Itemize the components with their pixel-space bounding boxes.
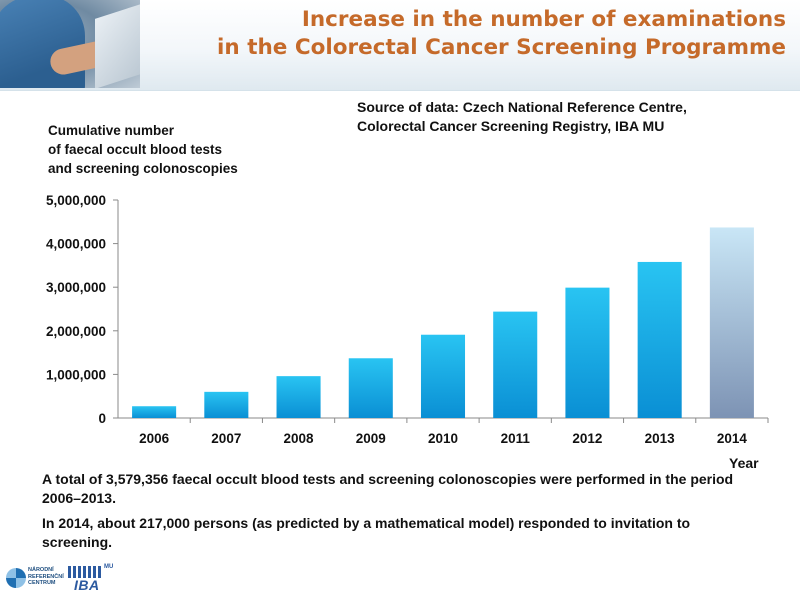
iba-mu-text: MU: [104, 564, 114, 570]
y-tick-label: 4,000,000: [46, 237, 106, 252]
bar: [420, 334, 466, 418]
data-source: Source of data: Czech National Reference…: [357, 98, 687, 136]
laptop-shape: [95, 1, 140, 88]
y-axis-label-line3: and screening colonoscopies: [48, 161, 238, 176]
note-total: A total of 3,579,356 faecal occult blood…: [42, 471, 734, 506]
x-tick-label: 2011: [501, 431, 531, 446]
data-source-line2: Colorectal Cancer Screening Registry, IB…: [357, 118, 665, 134]
x-tick-label: 2014: [717, 431, 748, 446]
x-tick-label: 2012: [572, 431, 602, 446]
iba-text: IBA: [74, 577, 100, 593]
x-tick-label: 2007: [211, 431, 241, 446]
x-tick-label: 2008: [284, 431, 315, 446]
y-axis-label: Cumulative number of faecal occult blood…: [48, 121, 238, 178]
x-tick-label: 2013: [645, 431, 676, 446]
y-axis-label-line1: Cumulative number: [48, 123, 175, 138]
nrc-logo-text: NÁRODNÍ REFERENČNÍ CENTRUM: [28, 567, 64, 587]
notes: A total of 3,579,356 faecal occult blood…: [42, 470, 762, 558]
x-axis-label: Year: [729, 455, 759, 471]
iba-bars-icon: [68, 566, 102, 578]
y-tick-label: 0: [98, 411, 106, 426]
slide-title: Increase in the number of examinations i…: [186, 6, 786, 62]
y-axis-label-line2: of faecal occult blood tests: [48, 142, 223, 157]
y-tick-label: 1,000,000: [46, 367, 106, 382]
nrc-logo-line2: REFERENČNÍ: [28, 573, 64, 580]
national-reference-centre-logo: NÁRODNÍ REFERENČNÍ CENTRUM: [6, 566, 64, 592]
x-tick-label: 2006: [139, 431, 170, 446]
bar: [637, 261, 682, 418]
doctor-laptop-photo: [0, 0, 140, 88]
nrc-emblem-icon: [6, 568, 26, 588]
slide-title-line2: in the Colorectal Cancer Screening Progr…: [217, 35, 786, 60]
slide-title-line1: Increase in the number of examinations: [301, 7, 786, 32]
bar: [204, 391, 249, 418]
bar: [493, 311, 538, 418]
data-source-line1: Source of data: Czech National Reference…: [357, 99, 687, 115]
footer-logos: NÁRODNÍ REFERENČNÍ CENTRUM MU IBA: [6, 564, 116, 594]
iba-mu-logo: MU IBA: [68, 564, 113, 594]
note-2014-prediction: In 2014, about 217,000 persons (as predi…: [42, 515, 691, 550]
bar: [348, 358, 393, 418]
y-tick-label: 3,000,000: [46, 280, 106, 295]
y-tick-label: 2,000,000: [46, 324, 106, 339]
bar-predicted: [709, 227, 754, 418]
x-tick-label: 2009: [356, 431, 386, 446]
y-tick-label: 5,000,000: [46, 193, 106, 208]
nrc-logo-line3: CENTRUM: [28, 580, 56, 586]
bar-chart: 0 1,000,000 2,000,000 3,000,000 4,000,000 5,0…: [46, 193, 769, 446]
bar: [132, 406, 177, 418]
bar: [565, 287, 610, 418]
bar: [276, 376, 321, 418]
doctor-coat-shape: [0, 0, 85, 88]
nrc-logo-line1: NÁRODNÍ: [28, 567, 54, 573]
x-tick-label: 2010: [428, 431, 458, 446]
